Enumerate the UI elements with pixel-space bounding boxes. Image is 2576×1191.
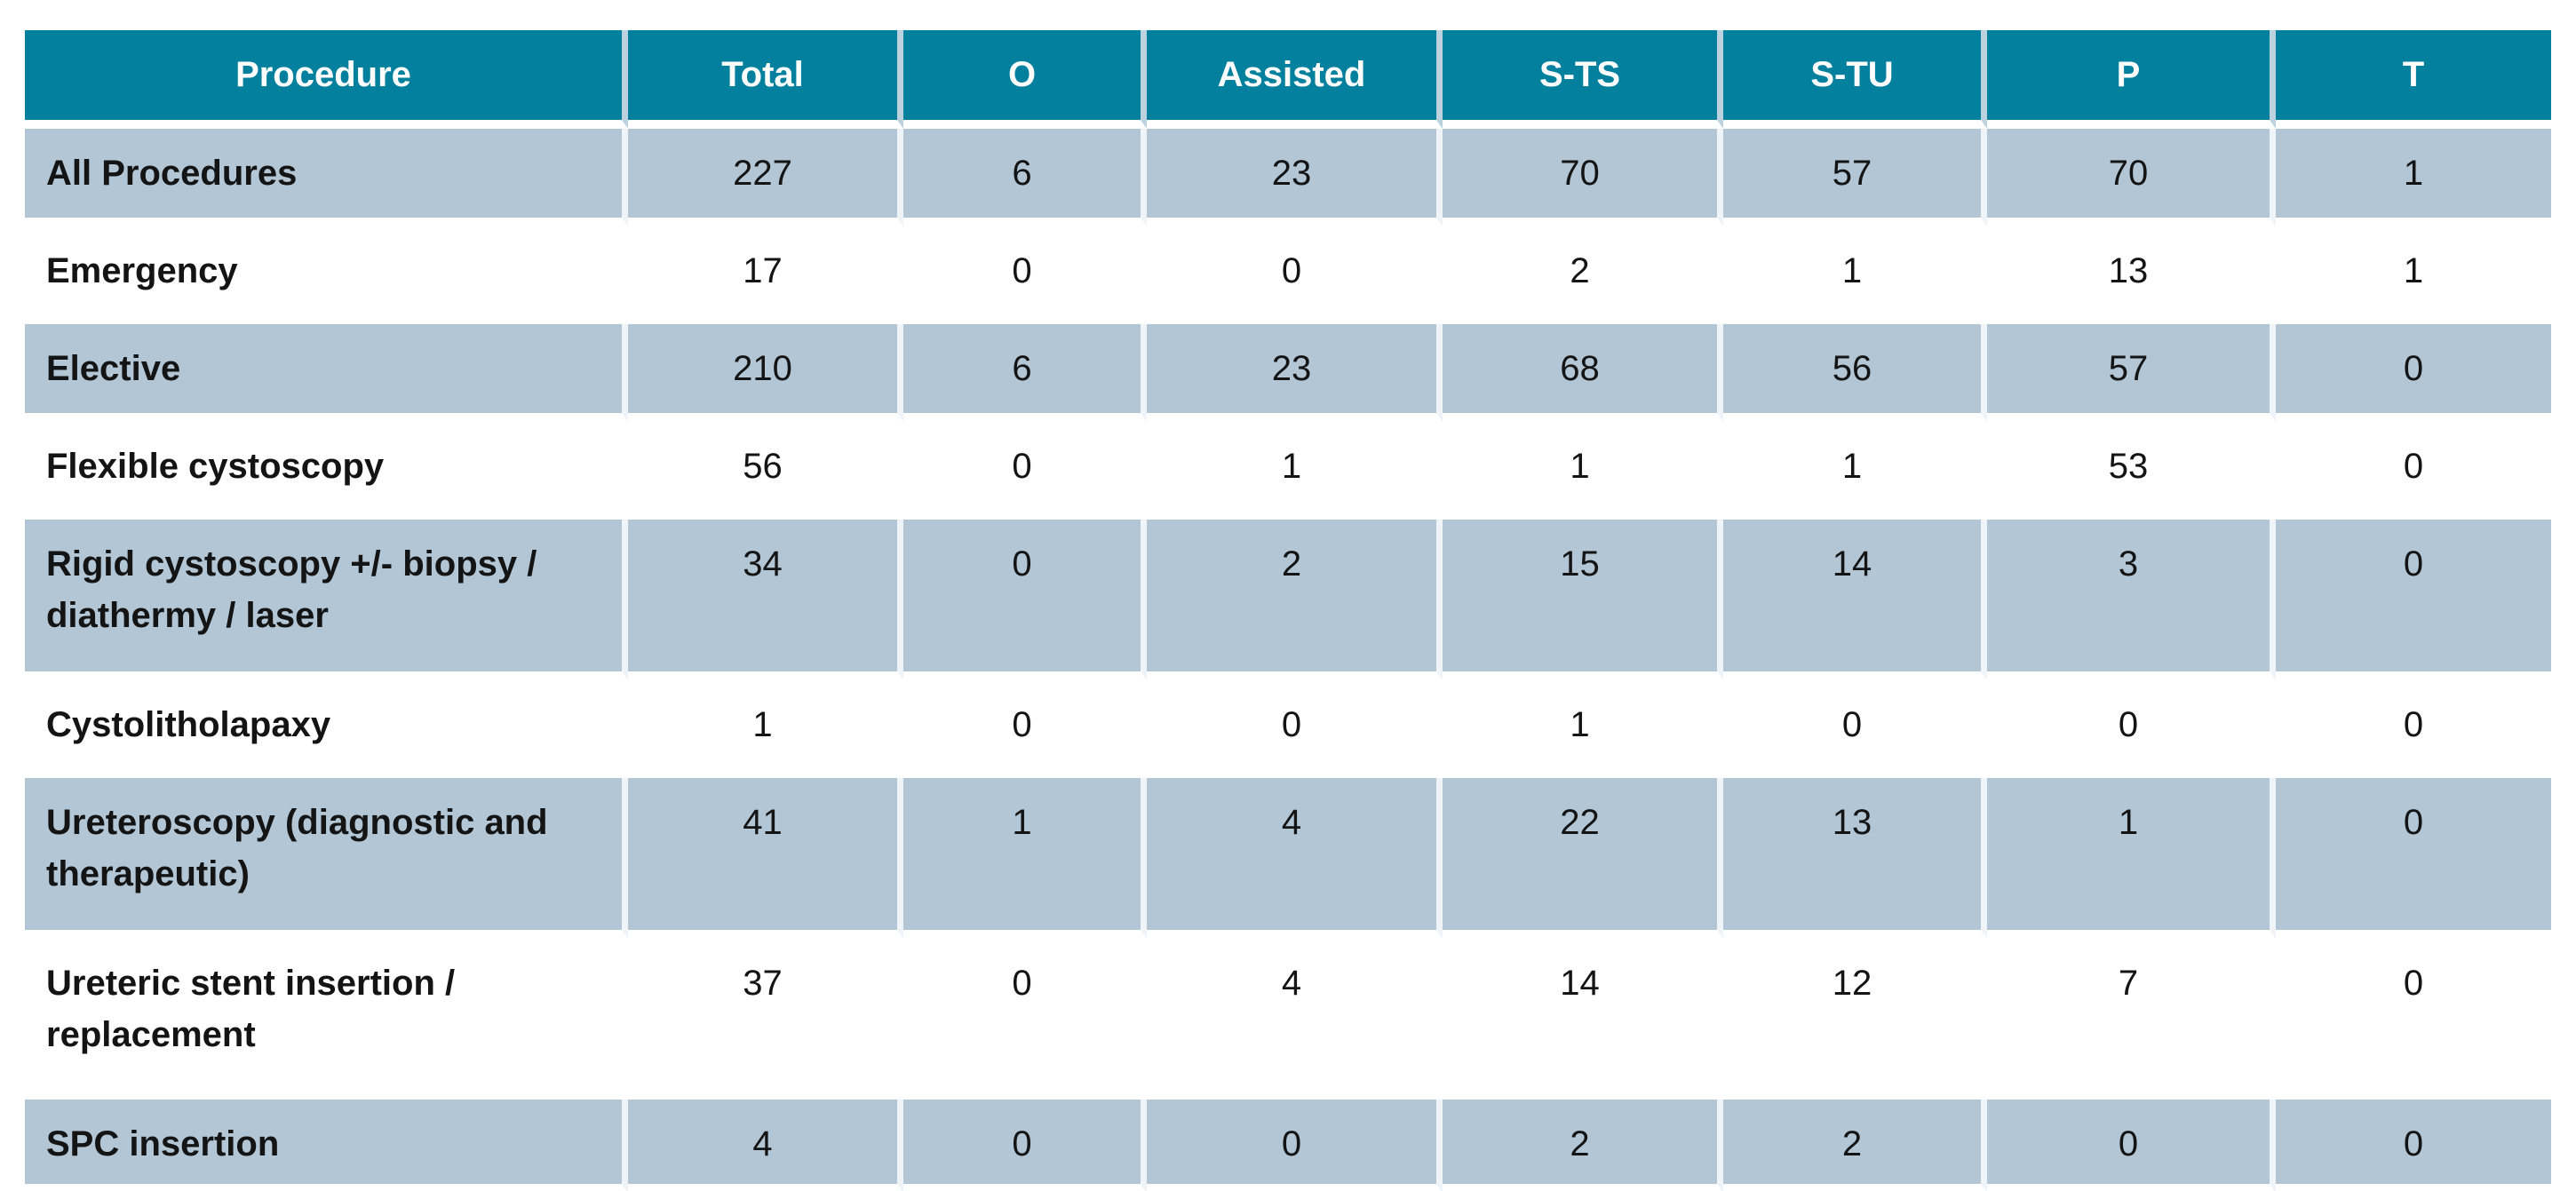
value-cell: 210: [628, 324, 903, 422]
value-cell: 13: [1723, 778, 1987, 939]
value-cell: 4: [1147, 778, 1443, 939]
table-row: SPC insertion 4 0 0 2 2 0 0: [25, 1100, 2551, 1191]
value-cell: 0: [903, 680, 1147, 778]
value-cell: 2: [1443, 226, 1723, 324]
value-cell: 1: [1443, 422, 1723, 520]
procedure-cell: Emergency: [25, 226, 628, 324]
value-cell: 37: [628, 939, 903, 1100]
value-cell: 14: [1723, 520, 1987, 680]
value-cell: 1: [1443, 680, 1723, 778]
value-cell: 0: [2276, 680, 2551, 778]
value-cell: 6: [903, 129, 1147, 226]
table-row: Rigid cystoscopy +/- biopsy / diathermy …: [25, 520, 2551, 680]
procedures-table: Procedure Total O Assisted S-TS S-TU P T All Pr…: [25, 30, 2551, 1191]
value-cell: 1: [1723, 422, 1987, 520]
table-row: Cystolitholapaxy 1 0 0 1 0 0 0: [25, 680, 2551, 778]
value-cell: 17: [628, 226, 903, 324]
value-cell: 0: [2276, 778, 2551, 939]
table-row: Emergency 17 0 0 2 1 13 1: [25, 226, 2551, 324]
value-cell: 0: [2276, 422, 2551, 520]
table-row: Ureteroscopy (diagnostic and therapeutic…: [25, 778, 2551, 939]
value-cell: 3: [1987, 520, 2276, 680]
column-header-o: O: [903, 30, 1147, 129]
value-cell: 1: [2276, 129, 2551, 226]
value-cell: 0: [903, 520, 1147, 680]
column-header-t: T: [2276, 30, 2551, 129]
table-row: Flexible cystoscopy 56 0 1 1 1 53 0: [25, 422, 2551, 520]
value-cell: 0: [2276, 1100, 2551, 1191]
value-cell: 22: [1443, 778, 1723, 939]
value-cell: 1: [628, 680, 903, 778]
procedure-cell: Flexible cystoscopy: [25, 422, 628, 520]
value-cell: 0: [1147, 226, 1443, 324]
value-cell: 0: [903, 939, 1147, 1100]
column-header-p: P: [1987, 30, 2276, 129]
procedure-cell: SPC insertion: [25, 1100, 628, 1191]
column-header-assisted: Assisted: [1147, 30, 1443, 129]
value-cell: 0: [903, 1100, 1147, 1191]
value-cell: 70: [1987, 129, 2276, 226]
value-cell: 1: [903, 778, 1147, 939]
column-header-total: Total: [628, 30, 903, 129]
value-cell: 14: [1443, 939, 1723, 1100]
value-cell: 0: [1147, 680, 1443, 778]
value-cell: 1: [1987, 778, 2276, 939]
value-cell: 6: [903, 324, 1147, 422]
header-row: Procedure Total O Assisted S-TS S-TU P T: [25, 30, 2551, 129]
value-cell: 23: [1147, 129, 1443, 226]
column-header-procedure: Procedure: [25, 30, 628, 129]
value-cell: 1: [1723, 226, 1987, 324]
procedure-cell: All Procedures: [25, 129, 628, 226]
value-cell: 0: [2276, 520, 2551, 680]
value-cell: 57: [1723, 129, 1987, 226]
value-cell: 2: [1723, 1100, 1987, 1191]
value-cell: 15: [1443, 520, 1723, 680]
procedure-cell: Ureteroscopy (diagnostic and therapeutic…: [25, 778, 628, 939]
value-cell: 2: [1147, 520, 1443, 680]
column-header-s-ts: S-TS: [1443, 30, 1723, 129]
procedure-cell: Ureteric stent insertion / replacement: [25, 939, 628, 1100]
procedure-cell: Rigid cystoscopy +/- biopsy / diathermy …: [25, 520, 628, 680]
table-row: Elective 210 6 23 68 56 57 0: [25, 324, 2551, 422]
value-cell: 56: [628, 422, 903, 520]
table-row: All Procedures 227 6 23 70 57 70 1: [25, 129, 2551, 226]
table-row: Ureteric stent insertion / replacement 37…: [25, 939, 2551, 1100]
column-header-s-tu: S-TU: [1723, 30, 1987, 129]
value-cell: 0: [903, 422, 1147, 520]
value-cell: 41: [628, 778, 903, 939]
value-cell: 68: [1443, 324, 1723, 422]
value-cell: 53: [1987, 422, 2276, 520]
value-cell: 0: [2276, 939, 2551, 1100]
value-cell: 0: [1987, 680, 2276, 778]
table-body: All Procedures 227 6 23 70 57 70 1 Emergency 17 0 0…: [25, 129, 2551, 1191]
value-cell: 4: [1147, 939, 1443, 1100]
value-cell: 0: [2276, 324, 2551, 422]
value-cell: 227: [628, 129, 903, 226]
value-cell: 4: [628, 1100, 903, 1191]
value-cell: 1: [1147, 422, 1443, 520]
value-cell: 2: [1443, 1100, 1723, 1191]
value-cell: 12: [1723, 939, 1987, 1100]
value-cell: 1: [2276, 226, 2551, 324]
value-cell: 0: [1987, 1100, 2276, 1191]
value-cell: 0: [1147, 1100, 1443, 1191]
value-cell: 0: [1723, 680, 1987, 778]
value-cell: 13: [1987, 226, 2276, 324]
procedure-cell: Elective: [25, 324, 628, 422]
value-cell: 34: [628, 520, 903, 680]
value-cell: 7: [1987, 939, 2276, 1100]
value-cell: 70: [1443, 129, 1723, 226]
procedure-cell: Cystolitholapaxy: [25, 680, 628, 778]
value-cell: 57: [1987, 324, 2276, 422]
value-cell: 23: [1147, 324, 1443, 422]
value-cell: 56: [1723, 324, 1987, 422]
value-cell: 0: [903, 226, 1147, 324]
